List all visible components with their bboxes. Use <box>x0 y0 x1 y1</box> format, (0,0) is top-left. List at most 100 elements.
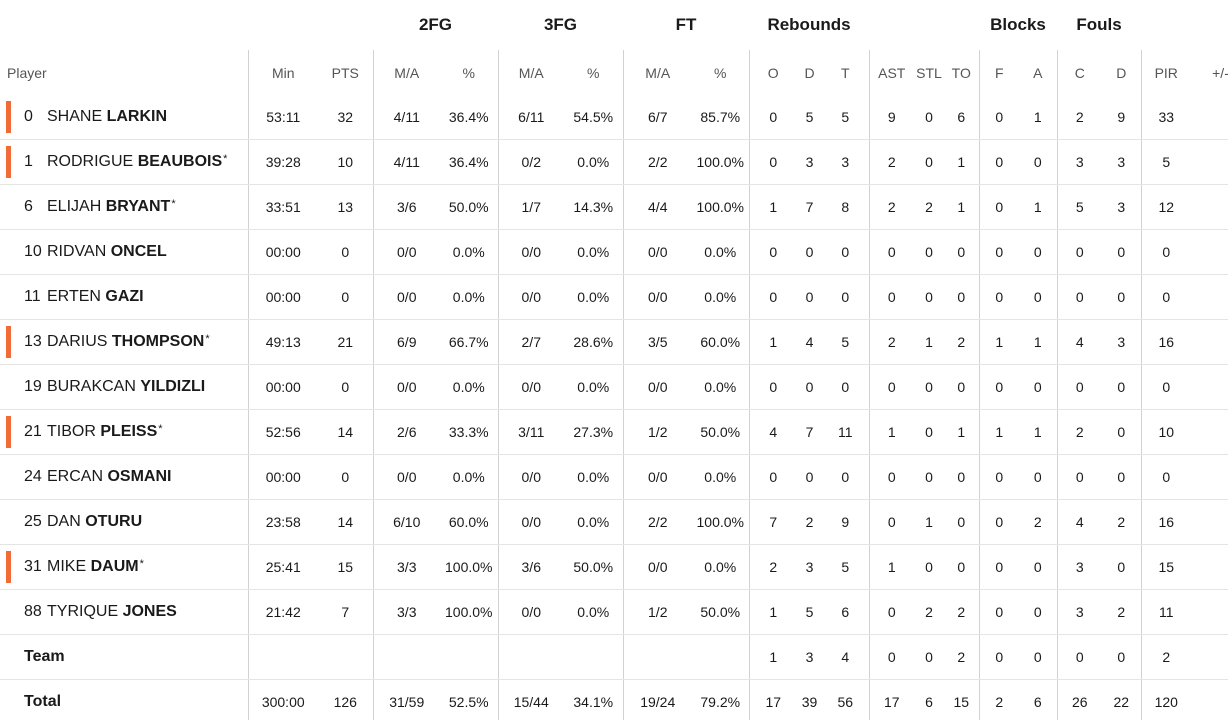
stat-foul-c: 2 <box>1056 409 1102 455</box>
stat-3fg-pct: 0.0% <box>564 229 623 275</box>
stat-2fg-pct: 50.0% <box>440 184 498 230</box>
player-first-name: DAN <box>47 513 81 530</box>
stat-pts: 126 <box>333 694 357 710</box>
stat-ast: 17 <box>868 679 914 720</box>
stat-blk-a: 0 <box>1019 274 1057 320</box>
starter-indicator <box>6 101 11 133</box>
stat-min: 52:56 <box>247 409 318 455</box>
stat-to: 0 <box>944 229 979 275</box>
stat-reb-o: 0 <box>748 364 797 410</box>
stat-to: 2 <box>944 319 979 365</box>
stat-ft-pct: 0.0% <box>692 454 749 500</box>
player-name[interactable]: TIBOR PLEISS* <box>47 423 163 441</box>
stat-stl: 0 <box>914 454 944 500</box>
player-name[interactable]: DAN OTURU <box>47 513 142 531</box>
stat-pir: 120 <box>1140 679 1191 720</box>
player-first-name: DARIUS <box>47 333 108 350</box>
stat-3fg-ma: 0/0 <box>497 499 564 545</box>
stat-ft-pct: 79.2% <box>700 694 741 710</box>
stat-2fg-ma: 0/0 <box>372 229 440 275</box>
stat-to: 2 <box>944 634 979 680</box>
player-cell: Total <box>0 680 248 720</box>
stat-blk-f: 0 <box>978 499 1019 545</box>
player-star-mark: * <box>223 153 228 165</box>
team-row-label: Team <box>24 648 65 665</box>
stat-to: 0 <box>944 499 979 545</box>
stat-blk-f: 1 <box>978 319 1019 365</box>
stat-ft-pct: 0.0% <box>692 274 749 320</box>
player-name[interactable]: ERCAN OSMANI <box>47 468 171 486</box>
stat-to: 0 <box>944 274 979 320</box>
player-name[interactable]: ELIJAH BRYANT* <box>47 198 176 216</box>
stat-reb-d: 4 <box>797 319 822 365</box>
col-player: Player <box>7 64 47 81</box>
player-name[interactable]: TYRIQUE JONES <box>47 603 177 621</box>
stat-2fg-pct: 0.0% <box>440 364 498 410</box>
player-first-name: ELIJAH <box>47 198 102 215</box>
stat-to: 1 <box>944 184 979 230</box>
stat-to: 6 <box>944 95 979 140</box>
player-name[interactable]: ERTEN GAZI <box>47 288 144 306</box>
stat-foul-d: 22 <box>1113 694 1130 710</box>
stat-reb-d: 3 <box>797 544 822 590</box>
stat-stl: 0 <box>914 634 944 680</box>
stat-reb-t: 8 <box>822 184 869 230</box>
stat-2fg-pct: 100.0% <box>440 589 498 635</box>
stat-blk-f: 0 <box>978 274 1019 320</box>
stat-reb-t: 4 <box>822 634 869 680</box>
stat-reb-d: 0 <box>797 454 822 500</box>
stat-3fg-ma: 0/0 <box>497 589 564 635</box>
starter-indicator <box>6 416 11 448</box>
player-last-name: BEAUBOIS <box>137 153 223 170</box>
stat-2fg-pct: 36.4% <box>440 139 498 185</box>
col-plus-minus: +/- <box>1212 64 1228 81</box>
stat-blk-f: 0 <box>978 589 1019 635</box>
player-row: 1 RODRIGUE BEAUBOIS* 39:28 10 4/11 36.4% 0/2 0.… <box>0 139 1228 185</box>
stat-reb-o: 1 <box>748 589 797 635</box>
stat-pts: 0 <box>318 229 373 275</box>
player-row: 13 DARIUS THOMPSON* 49:13 21 6/9 66.7% 2/7 28.6… <box>0 319 1228 365</box>
stat-plus-minus <box>1191 364 1228 410</box>
stat-ft-pct: 0.0% <box>692 364 749 410</box>
stat-pir: 5 <box>1140 139 1191 185</box>
stat-blk-f: 0 <box>978 544 1019 590</box>
stat-min: 300:00 <box>247 679 318 720</box>
player-name[interactable]: MIKE DAUM* <box>47 558 144 576</box>
player-number: 24 <box>24 468 42 485</box>
stat-2fg-pct: 33.3% <box>440 409 498 455</box>
stat-blk-f: 0 <box>978 139 1019 185</box>
stat-2fg-ma: 4/11 <box>372 139 440 185</box>
player-name[interactable]: SHANE LARKIN <box>47 108 167 126</box>
stat-plus-minus <box>1191 409 1228 455</box>
col-3fg-ma: M/A <box>497 50 564 95</box>
player-row: 31 MIKE DAUM* 25:41 15 3/3 100.0% 3/6 50.0% 0/0 0… <box>0 544 1228 590</box>
stat-3fg-pct: 54.5% <box>564 95 623 140</box>
player-name[interactable]: RIDVAN ONCEL <box>47 243 167 261</box>
stat-ast: 0 <box>868 274 914 320</box>
stat-reb-t: 0 <box>822 454 869 500</box>
stat-pir: 16 <box>1140 499 1191 545</box>
stat-plus-minus <box>1191 680 1228 720</box>
player-first-name: TYRIQUE <box>47 603 119 620</box>
stat-plus-minus <box>1191 274 1228 320</box>
stat-ft-ma: 0/0 <box>622 544 692 590</box>
stat-3fg-pct: 0.0% <box>564 274 623 320</box>
stat-2fg-ma: 2/6 <box>372 409 440 455</box>
stat-ft-ma: 2/2 <box>622 139 692 185</box>
player-row: 21 TIBOR PLEISS* 52:56 14 2/6 33.3% 3/11 27.3% 1… <box>0 409 1228 455</box>
player-last-name: OSMANI <box>107 468 172 485</box>
player-name[interactable]: RODRIGUE BEAUBOIS* <box>47 153 227 171</box>
player-first-name: RODRIGUE <box>47 153 134 170</box>
stat-foul-d: 0 <box>1102 274 1141 320</box>
stat-min: 53:11 <box>247 95 318 140</box>
team-row: Team 1 3 4 0 0 2 0 0 0 0 2 <box>0 634 1228 680</box>
player-number: 21 <box>24 423 42 440</box>
stat-blk-a: 6 <box>1033 694 1042 710</box>
stat-to: 0 <box>944 544 979 590</box>
stat-ft-pct <box>692 634 749 680</box>
stat-stl: 0 <box>914 364 944 410</box>
stat-ast: 1 <box>868 544 914 590</box>
player-name[interactable]: DARIUS THOMPSON* <box>47 333 210 351</box>
stat-ast: 2 <box>868 139 914 185</box>
player-name[interactable]: BURAKCAN YILDIZLI <box>47 378 205 396</box>
